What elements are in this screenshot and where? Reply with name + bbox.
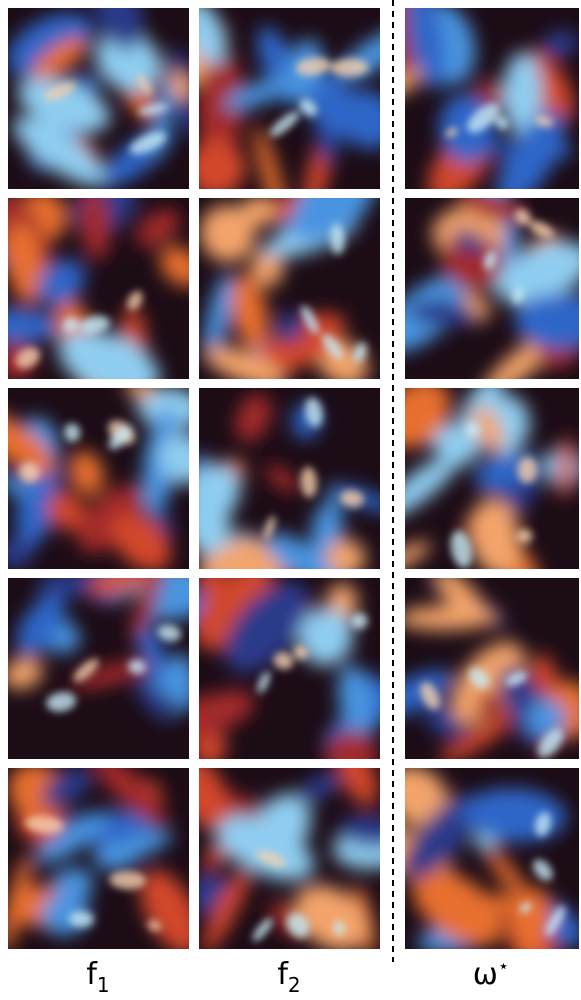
column-labels: f1 f2 ω⋆ xyxy=(86,956,509,997)
field-panel xyxy=(162,0,421,232)
field-panel xyxy=(369,365,581,600)
column-label: f1 xyxy=(86,957,109,997)
field-panel xyxy=(0,158,211,411)
field-panel xyxy=(0,743,214,964)
column-label: f2 xyxy=(277,957,300,997)
label-base: ω xyxy=(473,957,498,992)
field-panel xyxy=(362,753,581,981)
field-panel xyxy=(171,388,397,610)
label-sub: 1 xyxy=(97,973,110,997)
label-sup: ⋆ xyxy=(498,956,509,977)
panel-grid xyxy=(0,0,581,981)
field-panel xyxy=(366,0,581,217)
label-sub: 2 xyxy=(288,973,301,997)
field-panel xyxy=(367,171,581,406)
field-panel xyxy=(0,553,219,759)
field-panel xyxy=(0,0,206,198)
field-panel xyxy=(161,735,427,965)
vortex xyxy=(275,312,305,343)
field-panel xyxy=(0,375,221,583)
page: f1 f2 ω⋆ (() => { const data = JSON.pars… xyxy=(0,0,581,1000)
figure: f1 f2 ω⋆ xyxy=(0,0,581,1000)
column-label: ω⋆ xyxy=(473,956,509,992)
